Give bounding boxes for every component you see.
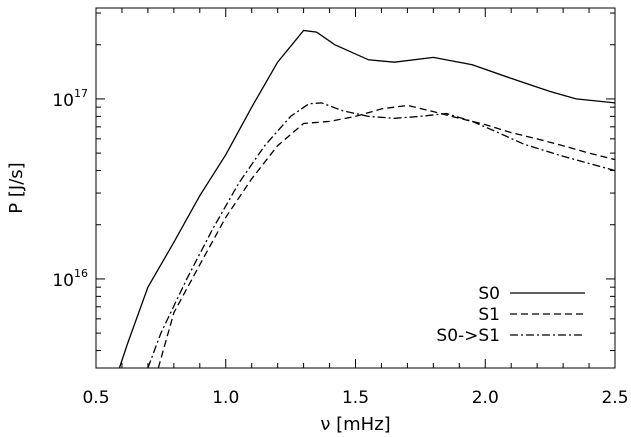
series-lines — [118, 29, 615, 368]
axes: 0.5 1.0 1.5 2.0 2.5 1016 1017 — [52, 7, 629, 408]
x-axis-label: ν [mHz] — [320, 414, 390, 435]
series-line-solid — [118, 29, 615, 368]
y-tick-label: 1016 — [52, 267, 88, 291]
series-line-dashdot — [147, 102, 615, 368]
x-tick-label: 2.0 — [472, 388, 499, 408]
x-tick-label: 0.5 — [82, 388, 109, 408]
legend-label: S1 — [478, 305, 500, 325]
legend-label: S0->S1 — [436, 326, 500, 346]
x-tick-label: 2.5 — [601, 388, 628, 408]
y-tick-label: 1017 — [52, 87, 88, 111]
legend-label: S0 — [478, 284, 500, 304]
x-tick-label: 1.5 — [342, 388, 369, 408]
series-line-dashed — [157, 104, 615, 368]
y-axis-label: P [J/s] — [6, 162, 27, 213]
x-tick-label: 1.0 — [212, 388, 239, 408]
